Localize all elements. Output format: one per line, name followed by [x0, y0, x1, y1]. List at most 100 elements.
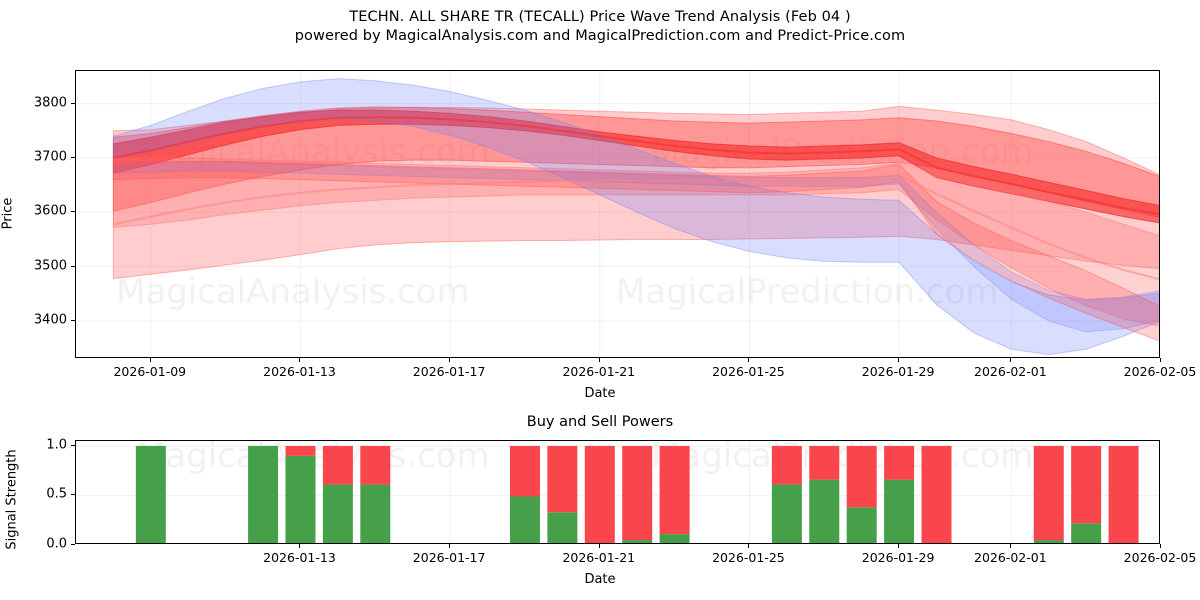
power-bar: [584, 445, 615, 543]
sell-power-segment: [322, 445, 353, 485]
power-y-tickmark: [71, 444, 75, 446]
power-bar: [884, 445, 915, 543]
power-x-tick-label: 2026-01-25: [712, 550, 785, 565]
power-bar: [322, 445, 353, 543]
buy-power-segment: [1071, 523, 1102, 543]
price-y-tick-label: 3700: [33, 149, 67, 165]
power-x-tick-label: 2026-01-29: [861, 550, 935, 565]
price-x-tickmark: [898, 358, 900, 362]
sell-power-segment: [846, 445, 877, 508]
buy-power-segment: [135, 445, 166, 543]
power-bar: [360, 445, 391, 543]
power-x-axis-label: Date: [584, 572, 616, 587]
price-y-tickmark: [71, 265, 75, 267]
svg-text:MagicalAnalysis.com: MagicalAnalysis.com: [116, 272, 470, 312]
price-x-tickmark: [748, 358, 750, 362]
power-bar: [622, 445, 653, 543]
power-bar: [921, 445, 952, 543]
power-bar: [771, 445, 802, 543]
sell-power-segment: [771, 445, 802, 485]
sell-power-segment: [1033, 445, 1064, 541]
band-blue-band-upper: [112, 78, 1159, 356]
buy-power-segment: [884, 479, 915, 543]
price-chart-plot-area: MagicalAnalysis.com MagicalPrediction.com…: [75, 70, 1160, 358]
power-x-tick-label: 2026-02-05: [1123, 550, 1197, 565]
sell-power-segment: [584, 445, 615, 543]
price-y-tick-label: 3500: [33, 258, 67, 274]
buy-power-segment: [659, 534, 690, 543]
line-red-center-line: [113, 116, 1159, 216]
price-x-tickmark: [299, 358, 301, 362]
power-y-tick-label: 1.0: [46, 437, 67, 453]
power-bar: [248, 445, 279, 543]
power-y-axis-label: Signal Strength: [4, 449, 20, 550]
buy-power-segment: [285, 455, 316, 543]
price-x-tickmark: [1010, 358, 1012, 362]
band-inner-red-core: [112, 109, 1159, 224]
sell-power-segment: [360, 445, 391, 485]
page-subtitle: powered by MagicalAnalysis.com and Magic…: [294, 28, 906, 44]
power-bar: [135, 445, 166, 543]
power-bar: [846, 445, 877, 543]
price-x-tickmark: [598, 358, 600, 362]
power-x-tick-label: 2026-01-21: [562, 550, 636, 565]
price-y-tick-label: 3400: [33, 312, 67, 328]
sell-power-segment: [809, 445, 840, 480]
power-bar: [1033, 445, 1064, 543]
buy-power-segment: [360, 484, 391, 543]
buy-power-segment: [509, 496, 540, 543]
price-y-tickmark: [71, 211, 75, 213]
sell-power-segment: [547, 445, 578, 513]
power-y-tickmark: [71, 544, 75, 545]
buy-power-segment: [1033, 540, 1064, 543]
buy-power-segment: [322, 484, 353, 543]
page-title: TECHN. ALL SHARE TR (TECALL) Price Wave …: [349, 9, 851, 25]
price-x-tick-label: 2026-02-01: [974, 364, 1047, 379]
price-y-tickmark: [71, 319, 75, 321]
band-mid-red-band: [112, 106, 1159, 218]
power-x-tick-label: 2026-01-17: [412, 550, 486, 565]
svg-text:MagicalPrediction.com: MagicalPrediction.com: [651, 441, 1034, 476]
price-x-tick-label: 2026-01-25: [712, 364, 785, 379]
price-x-axis-label: Date: [584, 386, 616, 401]
price-y-tickmark: [71, 102, 75, 104]
price-x-tickmark: [1160, 358, 1161, 362]
buy-power-segment: [809, 479, 840, 543]
sell-power-segment: [509, 445, 540, 497]
band-lower-pale-red-band: [112, 157, 1159, 327]
sell-power-segment: [659, 445, 690, 535]
power-x-tickmark: [748, 544, 750, 548]
power-x-tickmark: [299, 544, 301, 548]
price-y-tickmark: [71, 156, 75, 158]
price-x-tick-label: 2026-01-29: [861, 364, 935, 379]
buy-power-segment: [771, 484, 802, 543]
chart-title-block: TECHN. ALL SHARE TR (TECALL) Price Wave …: [0, 8, 1200, 46]
power-bar: [1071, 445, 1102, 543]
power-x-tickmark: [1160, 544, 1161, 548]
buy-power-segment: [622, 540, 653, 543]
price-wave-svg: MagicalAnalysis.com MagicalPrediction.com…: [76, 71, 1159, 357]
sell-power-segment: [884, 445, 915, 480]
power-y-tickmark: [71, 494, 75, 496]
power-y-tick-label: 0.0: [46, 536, 67, 552]
buy-power-segment: [846, 507, 877, 543]
sell-power-segment: [1108, 445, 1139, 543]
sell-power-segment: [285, 445, 316, 456]
power-bar: [547, 445, 578, 543]
price-x-tick-label: 2026-01-17: [412, 364, 486, 379]
price-x-tick-label: 2026-01-13: [263, 364, 336, 379]
buy-power-segment: [248, 445, 279, 543]
sell-power-segment: [921, 445, 952, 543]
price-x-tick-label: 2026-01-09: [113, 364, 187, 379]
power-x-tickmark: [449, 544, 451, 548]
power-x-tickmark: [898, 544, 900, 548]
sell-power-segment: [1071, 445, 1102, 524]
power-bar: [809, 445, 840, 543]
buy-power-segment: [547, 512, 578, 543]
power-x-tickmark: [1010, 544, 1012, 548]
price-y-tick-label: 3800: [33, 95, 67, 111]
power-bar: [509, 445, 540, 543]
power-bar: [659, 445, 690, 543]
